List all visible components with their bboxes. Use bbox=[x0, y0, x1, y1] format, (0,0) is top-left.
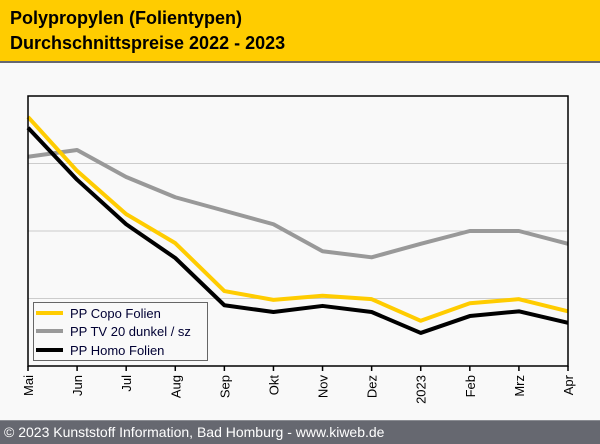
legend-label-copo: PP Copo Folien bbox=[70, 306, 161, 321]
x-tick-label: Mrz bbox=[512, 375, 527, 397]
legend-item-copo: PP Copo Folien bbox=[36, 306, 161, 321]
x-tick-label: Jun bbox=[70, 375, 85, 396]
legend-label-tv20: PP TV 20 dunkel / sz bbox=[70, 324, 191, 339]
legend-item-tv20: PP TV 20 dunkel / sz bbox=[36, 324, 191, 339]
x-tick-label: Feb bbox=[463, 375, 478, 397]
series-lines bbox=[26, 115, 569, 335]
chart-title-line2: Durchschnittspreise 2022 - 2023 bbox=[10, 33, 286, 53]
series-line-tv20 bbox=[27, 148, 569, 260]
x-tick-label: Dez bbox=[365, 375, 380, 398]
chart-title-line1: Polypropylen (Folientypen) bbox=[10, 8, 243, 28]
x-tick-label: Mai bbox=[21, 375, 36, 396]
x-tick-label: Jul bbox=[119, 375, 134, 392]
series-line-homo bbox=[26, 126, 569, 335]
legend-item-homo: PP Homo Folien bbox=[36, 343, 164, 358]
copyright-text: © 2023 Kunststoff Information, Bad Hombu… bbox=[4, 424, 385, 440]
x-tick-label: Sep bbox=[217, 375, 232, 398]
line-chart: Mai Jun Jul Aug Sep Okt Nov Dez 2023 Feb Mrz Apr PP… bbox=[21, 95, 576, 404]
legend: PP Copo Folien PP TV 20 dunkel / sz PP H… bbox=[33, 302, 208, 361]
series-line-copo bbox=[26, 115, 569, 323]
chart-header: Polypropylen (Folientypen) Durchschnitts… bbox=[0, 0, 600, 63]
x-tick-label: Apr bbox=[561, 374, 576, 395]
plot-frame bbox=[27, 95, 569, 367]
x-tick-label: Aug bbox=[168, 375, 183, 398]
x-axis: Mai Jun Jul Aug Sep Okt Nov Dez 2023 Feb Mrz Apr bbox=[21, 366, 576, 404]
footer: © 2023 Kunststoff Information, Bad Hombu… bbox=[0, 420, 600, 444]
x-tick-label: Okt bbox=[266, 375, 281, 396]
x-tick-label: 2023 bbox=[414, 375, 429, 404]
legend-label-homo: PP Homo Folien bbox=[70, 343, 164, 358]
x-tick-label: Nov bbox=[316, 375, 331, 399]
